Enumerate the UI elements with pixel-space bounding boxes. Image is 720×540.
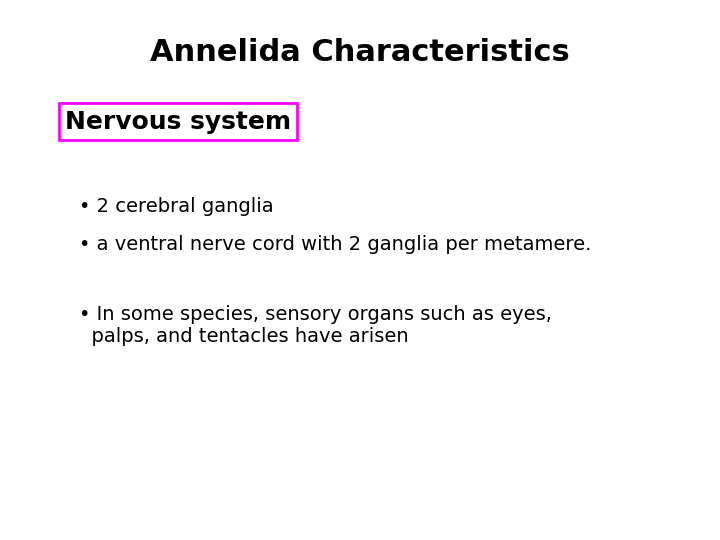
Text: Annelida Characteristics: Annelida Characteristics <box>150 38 570 67</box>
Text: • a ventral nerve cord with 2 ganglia per metamere.: • a ventral nerve cord with 2 ganglia pe… <box>79 235 592 254</box>
Text: • 2 cerebral ganglia: • 2 cerebral ganglia <box>79 197 274 216</box>
Text: • In some species, sensory organs such as eyes,
  palps, and tentacles have aris: • In some species, sensory organs such a… <box>79 305 552 346</box>
Text: Nervous system: Nervous system <box>65 110 291 133</box>
